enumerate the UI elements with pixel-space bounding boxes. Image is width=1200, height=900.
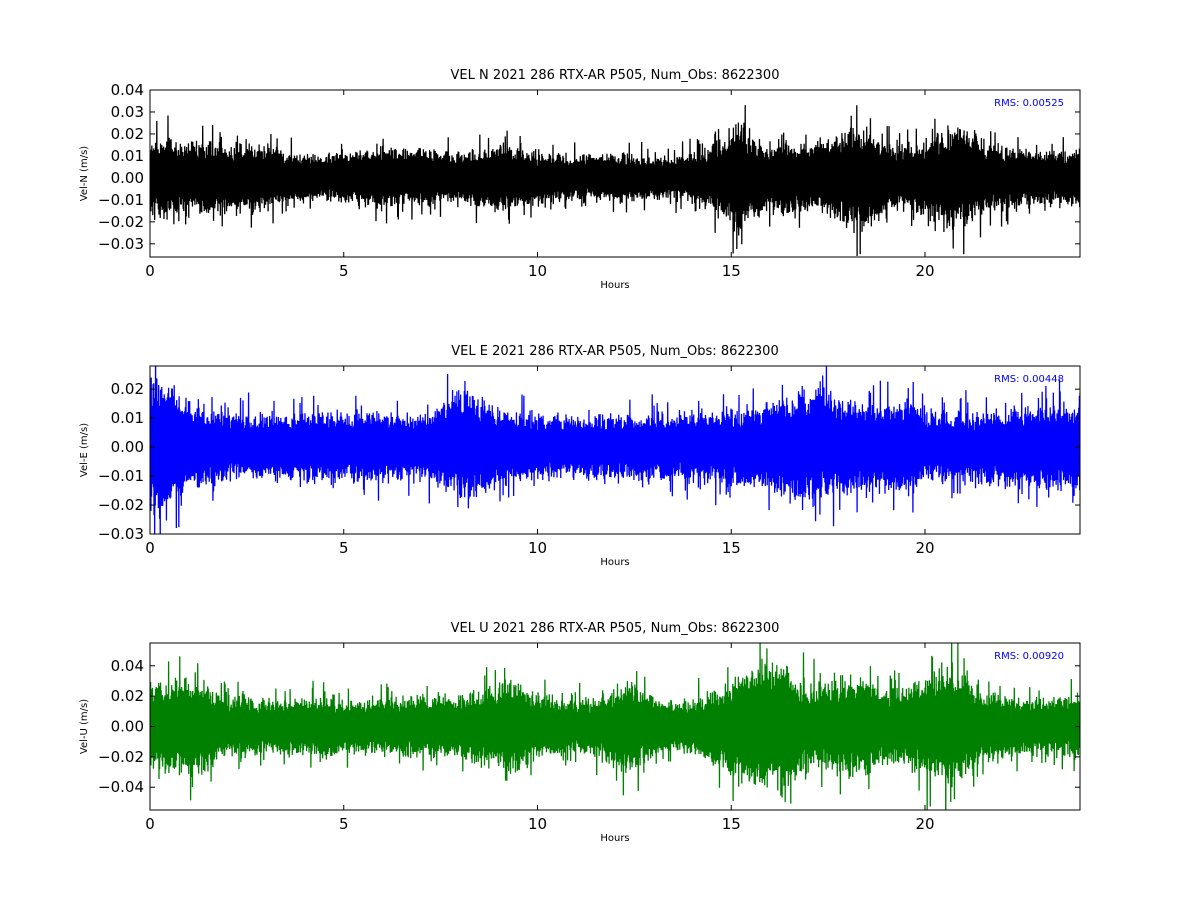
x-tick-label: 5	[339, 539, 349, 557]
series-line	[150, 366, 1080, 534]
y-tick-label: 0.01	[111, 147, 144, 165]
x-tick-label: 20	[915, 262, 934, 280]
x-tick-label: 10	[528, 815, 547, 833]
x-axis-label: Hours	[600, 557, 629, 568]
x-tick-label: 0	[145, 539, 155, 557]
x-axis-label: Hours	[600, 833, 629, 844]
y-tick-label: 0.02	[111, 125, 144, 143]
y-tick-label: 0.02	[111, 687, 144, 705]
rms-annotation: RMS: 0.00448	[994, 374, 1064, 385]
y-tick-label: −0.03	[98, 525, 144, 543]
x-tick-label: 0	[145, 815, 155, 833]
y-tick-label: −0.02	[98, 748, 144, 766]
y-tick-label: 0.00	[111, 438, 144, 456]
x-tick-label: 15	[722, 262, 741, 280]
y-tick-label: 0.04	[111, 81, 144, 99]
y-tick-label: −0.02	[98, 496, 144, 514]
y-tick-label: −0.01	[98, 467, 144, 485]
y-tick-label: 0.00	[111, 718, 144, 736]
y-tick-label: 0.00	[111, 169, 144, 187]
x-tick-label: 5	[339, 815, 349, 833]
x-tick-label: 15	[722, 539, 741, 557]
series-line	[150, 105, 1080, 257]
chart-title: VEL E 2021 286 RTX-AR P505, Num_Obs: 862…	[451, 344, 778, 359]
x-tick-label: 10	[528, 539, 547, 557]
y-axis-label: Vel-E (m/s)	[79, 423, 90, 477]
y-tick-label: 0.02	[111, 380, 144, 398]
x-tick-label: 0	[145, 262, 155, 280]
y-axis-label: Vel-N (m/s)	[79, 146, 90, 201]
chart-title: VEL U 2021 286 RTX-AR P505, Num_Obs: 862…	[451, 621, 780, 636]
y-tick-label: −0.01	[98, 191, 144, 209]
y-tick-label: 0.03	[111, 103, 144, 121]
y-axis-label: Vel-U (m/s)	[79, 699, 90, 754]
axes-frame	[149, 89, 1081, 258]
rms-annotation: RMS: 0.00525	[994, 98, 1064, 109]
x-axis-label: Hours	[600, 280, 629, 291]
y-tick-label: 0.04	[111, 657, 144, 675]
rms-annotation: RMS: 0.00920	[994, 651, 1064, 662]
panel-3: 0 5 10 15 20 −0.04 −0.02 0.00 0.02 0.04 VEL U 2021…	[79, 621, 1081, 844]
x-tick-label: 20	[915, 815, 934, 833]
series-line	[150, 643, 1080, 810]
y-tick-label: −0.04	[98, 778, 144, 796]
y-tick-label: −0.02	[98, 213, 144, 231]
x-tick-label: 15	[722, 815, 741, 833]
x-tick-label: 20	[915, 539, 934, 557]
panel-2: 0 5 10 15 20 −0.03 −0.02 −0.01 0.00 0.01 0.02 VEL E…	[79, 344, 1081, 568]
x-tick-label: 10	[528, 262, 547, 280]
axes-frame	[149, 365, 1081, 535]
x-tick-label: 5	[339, 262, 349, 280]
panel-1: 0 5 10 15 20 −0.03 −0.02 −0.01 0.00 0.01 0.02 0.03 0…	[79, 68, 1081, 291]
y-tick-label: 0.01	[111, 409, 144, 427]
chart-title: VEL N 2021 286 RTX-AR P505, Num_Obs: 862…	[451, 68, 780, 83]
y-tick-label: −0.03	[98, 235, 144, 253]
